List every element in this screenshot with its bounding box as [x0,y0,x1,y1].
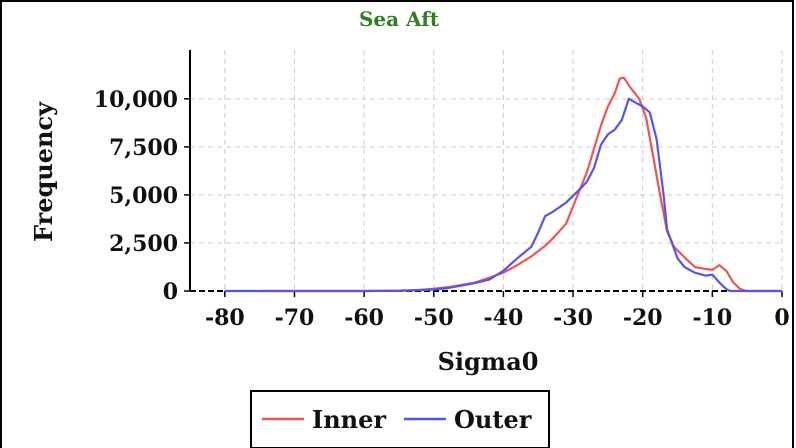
series-line-outer [224,97,782,293]
y-tick-label: 5,000 [109,183,178,209]
series-line-inner [259,76,782,293]
x-tick-label: -50 [414,305,454,331]
x-tick-label: 0 [774,305,789,331]
legend-label-outer: Outer [454,405,532,434]
y-axis-label: Frequency [29,101,58,242]
y-tick-label: 0 [163,279,178,305]
legend-label-inner: Inner [312,405,386,434]
legend: Inner Outer [250,390,550,448]
x-tick-label: -60 [344,305,384,331]
y-axis-ticks: 0 2,500 5,000 7,500 10,000 [94,87,190,305]
chart-title: Sea Aft [359,7,440,31]
y-tick-label: 7,500 [109,135,178,161]
grid-lines [190,50,783,292]
x-tick-label: -10 [692,305,732,331]
x-axis-label: Sigma0 [438,347,539,376]
y-tick-label: 2,500 [109,231,178,257]
x-tick-label: -80 [205,305,245,331]
x-axis-ticks: -80 -70 -60 -50 -40 -30 -20 -10 0 [205,291,790,331]
series-lines [224,76,782,293]
x-tick-label: -70 [275,305,315,331]
x-tick-label: -20 [623,305,663,331]
x-tick-label: -30 [553,305,593,331]
x-tick-label: -40 [484,305,524,331]
y-tick-label: 10,000 [94,87,178,113]
axes [189,50,782,292]
